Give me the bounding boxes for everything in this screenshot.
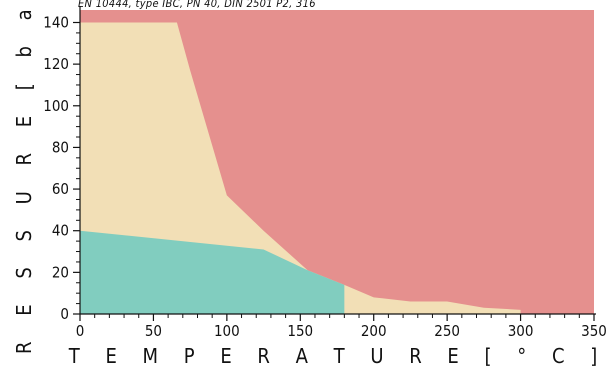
x-tick-label-200: 200 [361, 322, 387, 340]
series-area-1 [80, 22, 521, 314]
y-tick-label-20: 20 [52, 263, 69, 281]
y-tick-label-0: 0 [60, 305, 69, 323]
y-tick-label-140: 140 [43, 13, 69, 31]
x-tick-label-50: 50 [145, 322, 162, 340]
x-tick-label-300: 300 [508, 322, 534, 340]
y-axis-label: P R E S S U R E [ b a r ] [12, 0, 36, 375]
x-tick-label-0: 0 [76, 322, 85, 340]
y-tick-label-40: 40 [52, 222, 69, 240]
x-tick-label-250: 250 [434, 322, 460, 340]
series-area-2 [80, 230, 345, 314]
y-tick-label-120: 120 [43, 55, 69, 73]
chart-caption: EN 10444, type IBC, PN 40, DIN 2501 P2, … [78, 0, 316, 10]
y-tick-label-80: 80 [52, 138, 69, 156]
x-tick-label-350: 350 [581, 322, 607, 340]
x-tick-label-100: 100 [214, 322, 240, 340]
x-axis-label: T E M P E R A T U R E [ ° C ] [68, 344, 608, 368]
y-tick-label-100: 100 [43, 97, 69, 115]
x-tick-label-150: 150 [287, 322, 313, 340]
y-tick-label-60: 60 [52, 180, 69, 198]
